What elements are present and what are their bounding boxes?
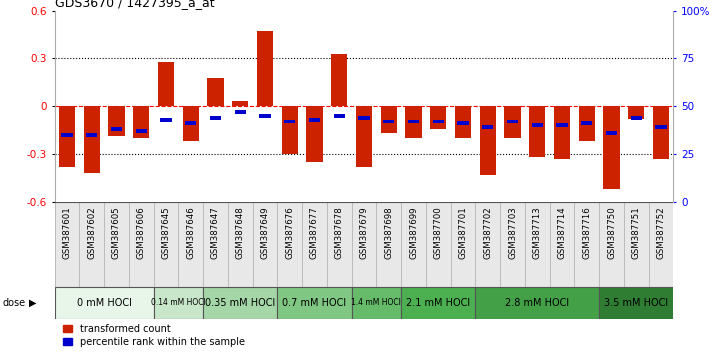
Text: GSM387716: GSM387716 bbox=[582, 206, 591, 259]
Bar bbox=[111, 127, 122, 131]
Bar bbox=[401, 287, 475, 319]
Bar bbox=[133, 106, 149, 138]
Text: 0.35 mM HOCl: 0.35 mM HOCl bbox=[205, 298, 275, 308]
Bar bbox=[309, 118, 320, 121]
Bar bbox=[232, 101, 248, 106]
Text: GSM387750: GSM387750 bbox=[607, 206, 616, 259]
Bar bbox=[135, 129, 147, 133]
Bar bbox=[579, 106, 595, 141]
Text: GSM387646: GSM387646 bbox=[186, 206, 195, 259]
Text: GSM387701: GSM387701 bbox=[459, 206, 467, 259]
Bar bbox=[277, 287, 352, 319]
Text: GSM387602: GSM387602 bbox=[87, 206, 96, 259]
Bar bbox=[655, 125, 667, 129]
Bar bbox=[356, 106, 372, 167]
Bar bbox=[59, 106, 75, 167]
Bar bbox=[480, 106, 496, 175]
Text: GSM387703: GSM387703 bbox=[508, 206, 517, 259]
Bar bbox=[383, 120, 395, 124]
Text: GSM387698: GSM387698 bbox=[384, 206, 393, 259]
Bar bbox=[331, 53, 347, 106]
Bar bbox=[185, 121, 197, 125]
Text: GSM387752: GSM387752 bbox=[657, 206, 665, 259]
Text: ▶: ▶ bbox=[29, 298, 36, 308]
Text: GSM387679: GSM387679 bbox=[360, 206, 368, 259]
Text: 0.7 mM HOCl: 0.7 mM HOCl bbox=[282, 298, 347, 308]
Text: GSM387676: GSM387676 bbox=[285, 206, 294, 259]
Bar bbox=[599, 287, 673, 319]
Bar bbox=[554, 106, 570, 159]
Bar bbox=[86, 133, 98, 137]
Bar bbox=[333, 114, 345, 118]
Text: GSM387714: GSM387714 bbox=[558, 206, 566, 259]
Bar bbox=[306, 106, 323, 162]
Text: GSM387677: GSM387677 bbox=[310, 206, 319, 259]
Bar bbox=[457, 121, 469, 125]
Bar bbox=[284, 120, 296, 124]
Bar bbox=[210, 116, 221, 120]
Text: GSM387601: GSM387601 bbox=[63, 206, 71, 259]
Bar bbox=[475, 287, 599, 319]
Text: GSM387678: GSM387678 bbox=[335, 206, 344, 259]
Bar bbox=[531, 123, 543, 127]
Text: 0.14 mM HOCl: 0.14 mM HOCl bbox=[151, 298, 206, 307]
Text: 3.5 mM HOCl: 3.5 mM HOCl bbox=[604, 298, 668, 308]
Bar bbox=[430, 106, 446, 129]
Bar bbox=[455, 106, 471, 138]
Bar bbox=[108, 106, 124, 136]
Bar bbox=[160, 118, 172, 121]
Bar bbox=[158, 62, 174, 106]
Bar bbox=[507, 120, 518, 124]
Bar bbox=[432, 120, 444, 124]
Bar bbox=[482, 125, 494, 129]
Text: GSM387648: GSM387648 bbox=[236, 206, 245, 259]
Bar bbox=[405, 106, 422, 138]
Bar bbox=[84, 106, 100, 173]
Bar bbox=[61, 133, 73, 137]
Bar bbox=[556, 123, 568, 127]
Bar bbox=[408, 120, 419, 124]
Bar bbox=[630, 116, 642, 120]
Text: 0 mM HOCl: 0 mM HOCl bbox=[76, 298, 132, 308]
Bar bbox=[259, 114, 271, 118]
Bar bbox=[352, 287, 401, 319]
Bar bbox=[628, 106, 644, 119]
Text: GSM387751: GSM387751 bbox=[632, 206, 641, 259]
Text: GSM387647: GSM387647 bbox=[211, 206, 220, 259]
Legend: transformed count, percentile rank within the sample: transformed count, percentile rank withi… bbox=[60, 320, 249, 351]
Bar bbox=[55, 287, 154, 319]
Text: GSM387606: GSM387606 bbox=[137, 206, 146, 259]
Text: GSM387699: GSM387699 bbox=[409, 206, 418, 258]
Bar bbox=[257, 32, 273, 106]
Text: GSM387713: GSM387713 bbox=[533, 206, 542, 259]
Bar bbox=[529, 106, 545, 157]
Text: GDS3670 / 1427395_a_at: GDS3670 / 1427395_a_at bbox=[55, 0, 214, 10]
Text: 2.8 mM HOCl: 2.8 mM HOCl bbox=[505, 298, 569, 308]
Bar bbox=[358, 116, 370, 120]
Text: GSM387645: GSM387645 bbox=[162, 206, 170, 259]
Bar bbox=[282, 106, 298, 154]
Text: 2.1 mM HOCl: 2.1 mM HOCl bbox=[406, 298, 470, 308]
Text: GSM387700: GSM387700 bbox=[434, 206, 443, 259]
Text: dose: dose bbox=[2, 298, 25, 308]
Bar bbox=[234, 110, 246, 114]
Bar bbox=[581, 121, 593, 125]
Text: GSM387649: GSM387649 bbox=[261, 206, 269, 259]
Bar bbox=[154, 287, 203, 319]
Bar bbox=[606, 131, 617, 135]
Text: GSM387605: GSM387605 bbox=[112, 206, 121, 259]
Text: 1.4 mM HOCl: 1.4 mM HOCl bbox=[352, 298, 401, 307]
Bar bbox=[653, 106, 669, 159]
Bar bbox=[207, 78, 223, 106]
Bar bbox=[183, 106, 199, 141]
Text: GSM387702: GSM387702 bbox=[483, 206, 492, 259]
Bar bbox=[203, 287, 277, 319]
Bar bbox=[381, 106, 397, 133]
Bar bbox=[505, 106, 521, 138]
Bar bbox=[604, 106, 620, 189]
